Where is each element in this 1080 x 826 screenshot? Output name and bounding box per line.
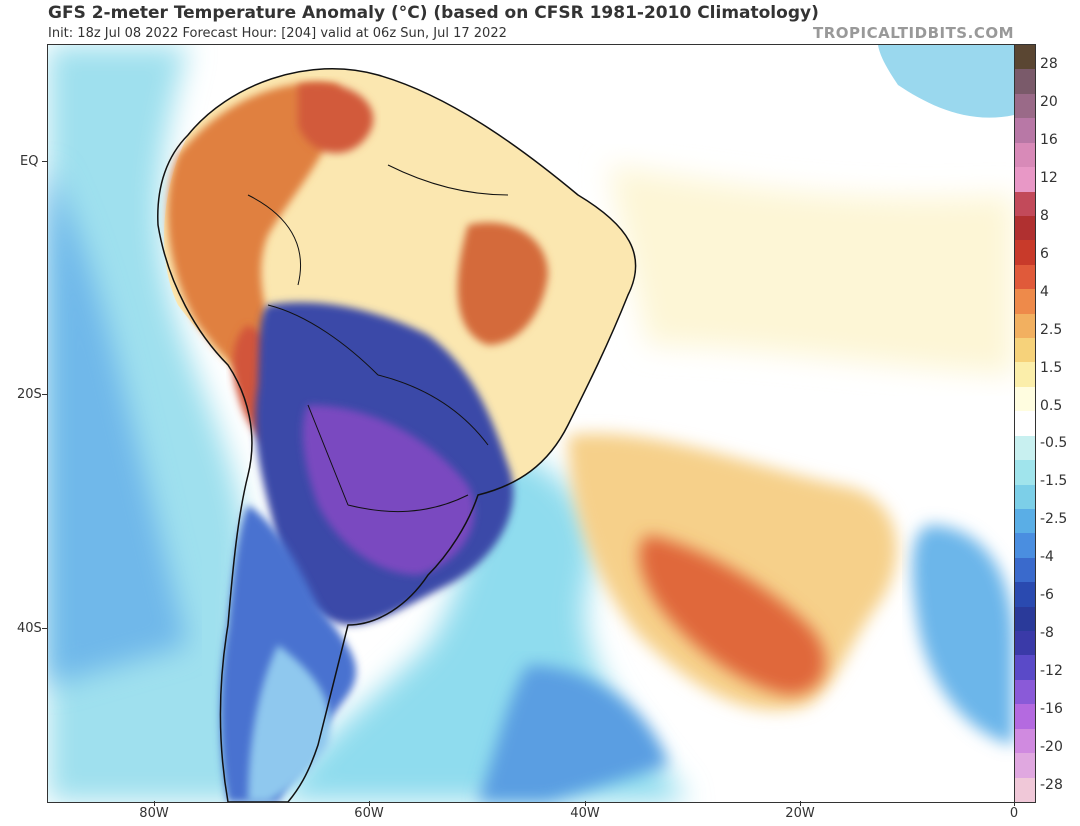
colorbar-label: -6	[1040, 587, 1054, 604]
map-subtitle: Init: 18z Jul 08 2022 Forecast Hour: [20…	[48, 26, 507, 41]
country-borders	[247, 164, 509, 513]
africa-coast	[878, 45, 1014, 118]
colorbar-label: -4	[1040, 549, 1054, 566]
lon-tick	[154, 801, 155, 806]
colorbar-cell	[1015, 631, 1035, 656]
colorbar-label: -20	[1040, 739, 1063, 756]
lon-label-40w: 40W	[570, 806, 600, 821]
lon-tick	[800, 801, 801, 806]
colorbar	[1014, 44, 1036, 803]
colorbar-label: 1.5	[1040, 359, 1063, 376]
lon-label-80w: 80W	[139, 806, 169, 821]
colorbar-cell	[1015, 338, 1035, 363]
colorbar-cell	[1015, 728, 1035, 754]
colorbar-cell	[1015, 655, 1035, 681]
lat-label-20s: 20S	[17, 387, 42, 402]
lon-label-0: 0	[1009, 806, 1019, 821]
colorbar-cell	[1015, 508, 1035, 534]
andes-warm-anomaly	[167, 83, 340, 382]
colorbar-label: -12	[1040, 663, 1063, 680]
map-title: GFS 2-meter Temperature Anomaly (°C) (ba…	[48, 3, 819, 23]
colorbar-label: 16	[1040, 131, 1058, 148]
lat-label-40s: 40S	[17, 621, 42, 636]
colorbar-cell	[1015, 557, 1035, 583]
colorbar-cell	[1015, 313, 1035, 339]
lon-tick	[585, 801, 586, 806]
colorbar-label: -28	[1040, 777, 1063, 793]
patagonia-cool	[248, 645, 331, 802]
coldest-anomaly-core	[302, 405, 475, 575]
colorbar-label: -8	[1040, 625, 1054, 642]
colorbar-cell	[1015, 582, 1035, 608]
colorbar-cell	[1015, 753, 1035, 779]
colorbar-label: 4	[1040, 283, 1049, 300]
colorbar-label: 8	[1040, 207, 1049, 224]
east-atlantic-cool-patch	[912, 525, 1014, 745]
colorbar-cell	[1015, 142, 1035, 168]
colorbar-label: 12	[1040, 169, 1058, 186]
colorbar-cell	[1015, 264, 1035, 290]
colorbar-cell	[1015, 118, 1035, 144]
colorbar-cell	[1015, 460, 1035, 486]
colorbar-cell	[1015, 606, 1035, 632]
colorbar-cell	[1015, 69, 1035, 95]
colorbar-cell	[1015, 289, 1035, 315]
map-canvas	[48, 45, 1014, 802]
colorbar-cell	[1015, 215, 1035, 241]
colorbar-label: 0.5	[1040, 397, 1063, 414]
lon-label-20w: 20W	[785, 806, 815, 821]
colorbar-cell	[1015, 777, 1035, 803]
atlantic-warm-core	[639, 535, 826, 695]
colorbar-cell	[1015, 240, 1035, 266]
colorbar-cell	[1015, 435, 1035, 461]
colorbar-cell	[1015, 191, 1035, 217]
colorbar-cell	[1015, 362, 1035, 388]
colorbar-cell	[1015, 533, 1035, 559]
lat-tick	[42, 394, 47, 395]
colorbar-cell	[1015, 411, 1035, 437]
colorbar-label: -0.5	[1040, 435, 1068, 452]
colorbar-label: 28	[1040, 56, 1058, 72]
brand-label: TROPICALTIDBITS.COM	[813, 24, 1014, 42]
temperature-anomaly-map	[47, 44, 1015, 803]
colorbar-label: 20	[1040, 93, 1058, 110]
coastline	[157, 68, 637, 802]
lon-tick	[1014, 801, 1015, 806]
northern-hotspot	[298, 83, 374, 154]
lon-label-60w: 60W	[354, 806, 384, 821]
south-atlantic-cold-patch	[478, 665, 668, 802]
lat-tick	[42, 161, 47, 162]
pacific-cooler-region	[48, 165, 188, 685]
colorbar-cell	[1015, 93, 1035, 119]
colorbar-cell	[1015, 45, 1035, 70]
colorbar-cell	[1015, 704, 1035, 730]
colorbar-cell	[1015, 386, 1035, 412]
north-atlantic-pale-region	[608, 165, 1014, 375]
colorbar-label: -2.5	[1040, 511, 1068, 528]
lat-label-eq: EQ	[20, 154, 39, 169]
lat-tick	[42, 628, 47, 629]
colorbar-label: 2.5	[1040, 321, 1063, 338]
colorbar-cell	[1015, 484, 1035, 510]
colorbar-cell	[1015, 679, 1035, 705]
lon-tick	[369, 801, 370, 806]
colorbar-label: -16	[1040, 701, 1063, 718]
colorbar-label: -1.5	[1040, 473, 1068, 490]
colorbar-cell	[1015, 167, 1035, 192]
colorbar-label: 6	[1040, 245, 1049, 262]
central-brazil-warm	[457, 222, 548, 345]
